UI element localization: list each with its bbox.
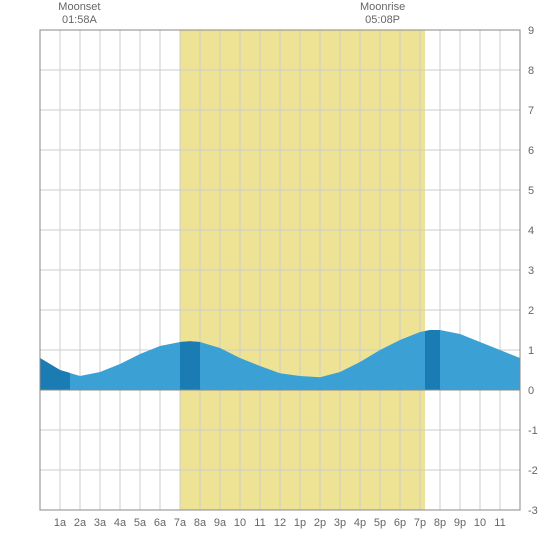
y-tick-label: -3 bbox=[528, 505, 538, 517]
x-tick-label: 10 bbox=[234, 517, 246, 529]
x-tick-label: 3a bbox=[94, 517, 107, 529]
x-tick-label: 8p bbox=[434, 517, 446, 529]
x-tick-label: 2a bbox=[74, 517, 87, 529]
y-tick-label: 3 bbox=[528, 265, 534, 277]
y-tick-label: 6 bbox=[528, 145, 534, 157]
x-tick-label: 7p bbox=[414, 517, 426, 529]
tide-dark-segment bbox=[180, 341, 200, 390]
tide-dark-segment bbox=[425, 330, 440, 390]
x-tick-label: 12 bbox=[274, 517, 286, 529]
x-tick-label: 9p bbox=[454, 517, 466, 529]
x-tick-label: 8a bbox=[194, 517, 207, 529]
y-tick-label: 8 bbox=[528, 65, 534, 77]
x-tick-label: 1a bbox=[54, 517, 67, 529]
x-tick-label: 1p bbox=[294, 517, 306, 529]
x-tick-label: 6p bbox=[394, 517, 406, 529]
x-tick-label: 11 bbox=[494, 517, 505, 529]
tide-chart: Moonset 01:58A Moonrise 05:08P -3-2-1012… bbox=[0, 0, 550, 550]
x-tick-label: 5p bbox=[374, 517, 386, 529]
y-tick-label: -1 bbox=[528, 425, 538, 437]
x-tick-label: 4a bbox=[114, 517, 127, 529]
x-tick-label: 5a bbox=[134, 517, 147, 529]
y-tick-label: 2 bbox=[528, 305, 534, 317]
y-tick-label: 9 bbox=[528, 25, 534, 37]
x-tick-label: 10 bbox=[474, 517, 486, 529]
x-tick-label: 11 bbox=[254, 517, 265, 529]
x-tick-label: 6a bbox=[154, 517, 167, 529]
y-tick-label: 1 bbox=[528, 345, 534, 357]
y-tick-label: 0 bbox=[528, 385, 534, 397]
y-tick-label: 5 bbox=[528, 185, 534, 197]
x-tick-label: 9a bbox=[214, 517, 227, 529]
y-tick-label: -2 bbox=[528, 465, 538, 477]
x-tick-label: 4p bbox=[354, 517, 366, 529]
y-tick-label: 4 bbox=[528, 225, 534, 237]
y-tick-label: 7 bbox=[528, 105, 534, 117]
chart-svg: -3-2-101234567891a2a3a4a5a6a7a8a9a101112… bbox=[0, 0, 550, 550]
x-tick-label: 3p bbox=[334, 517, 346, 529]
x-tick-label: 2p bbox=[314, 517, 326, 529]
grid bbox=[40, 30, 520, 510]
x-tick-label: 7a bbox=[174, 517, 187, 529]
tide-dark-segment bbox=[40, 358, 70, 390]
